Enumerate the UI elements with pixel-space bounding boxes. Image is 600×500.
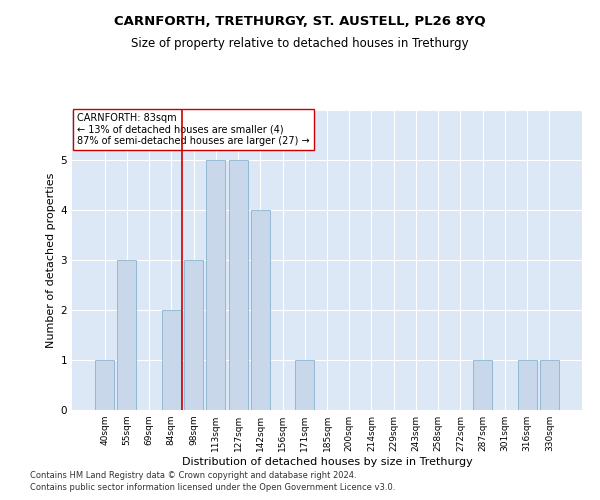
Bar (162, 310, 181, 410)
Bar (206, 160, 225, 410)
Bar (95, 360, 114, 410)
Bar (473, 360, 492, 410)
Y-axis label: Number of detached properties: Number of detached properties (46, 172, 56, 348)
Bar (251, 210, 270, 410)
Text: Contains public sector information licensed under the Open Government Licence v3: Contains public sector information licen… (30, 484, 395, 492)
Text: CARNFORTH, TRETHURGY, ST. AUSTELL, PL26 8YQ: CARNFORTH, TRETHURGY, ST. AUSTELL, PL26 … (114, 15, 486, 28)
X-axis label: Distribution of detached houses by size in Trethurgy: Distribution of detached houses by size … (182, 457, 472, 467)
Text: Contains HM Land Registry data © Crown copyright and database right 2024.: Contains HM Land Registry data © Crown c… (30, 471, 356, 480)
Bar (540, 360, 559, 410)
Text: CARNFORTH: 83sqm
← 13% of detached houses are smaller (4)
87% of semi-detached h: CARNFORTH: 83sqm ← 13% of detached house… (77, 113, 310, 146)
Text: Size of property relative to detached houses in Trethurgy: Size of property relative to detached ho… (131, 38, 469, 51)
Bar (229, 160, 248, 410)
Bar (118, 260, 136, 410)
Bar (518, 360, 536, 410)
Bar (295, 360, 314, 410)
Bar (184, 260, 203, 410)
